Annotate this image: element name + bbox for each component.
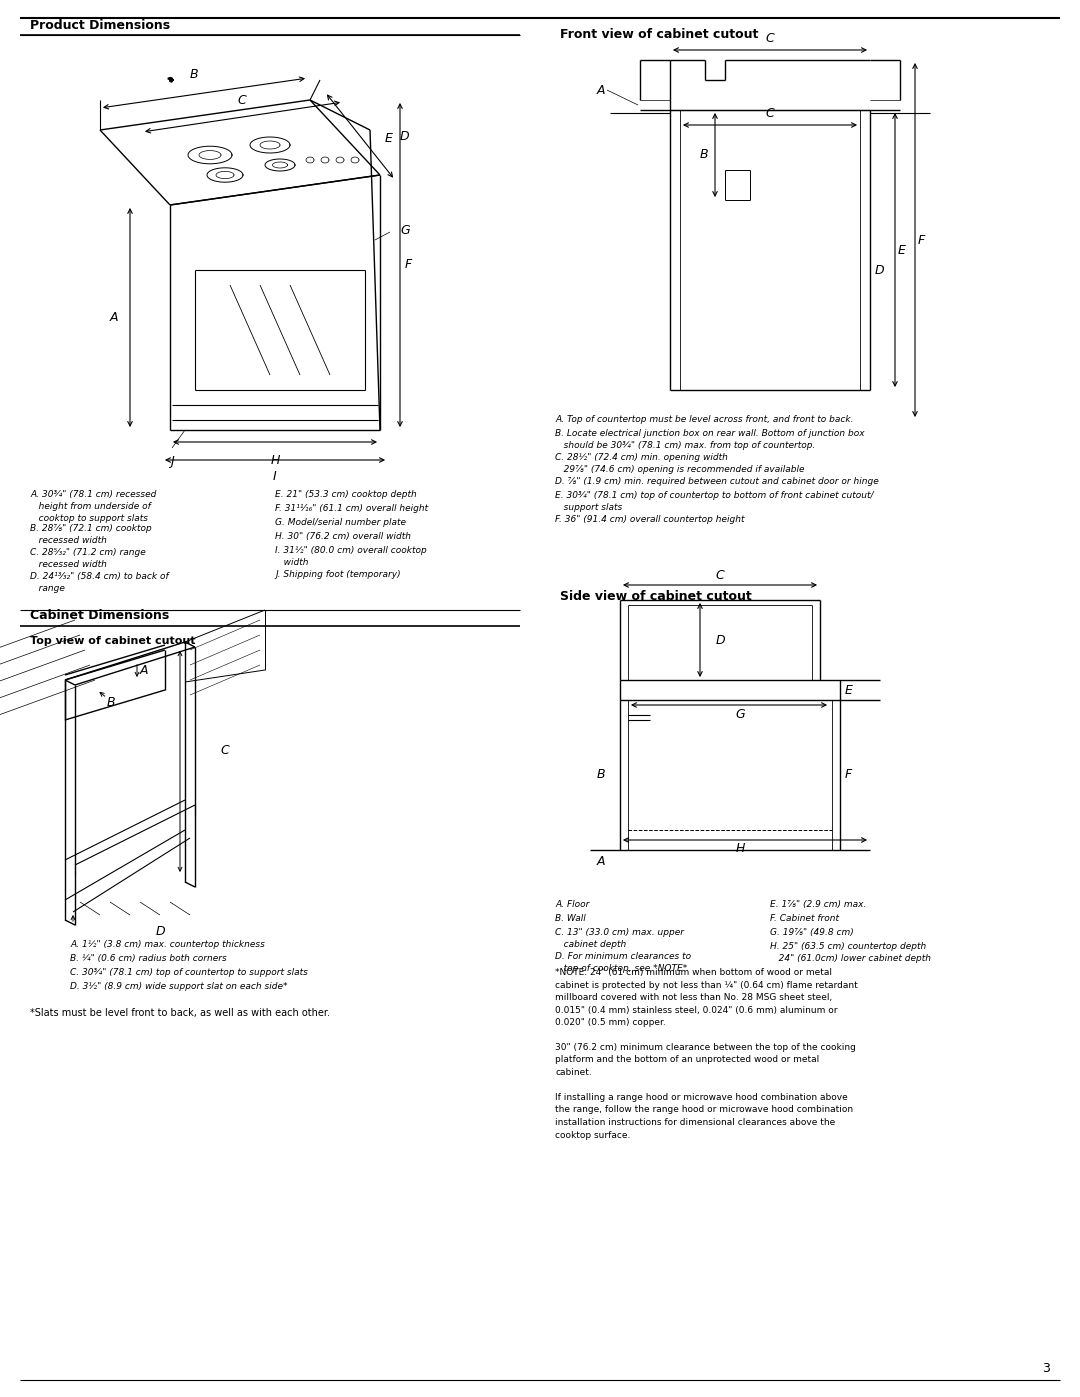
Text: *NOTE: 24" (61 cm) minimum when bottom of wood or metal
cabinet is protected by : *NOTE: 24" (61 cm) minimum when bottom o… <box>555 968 858 1140</box>
Text: Side view of cabinet cutout: Side view of cabinet cutout <box>561 590 752 604</box>
Text: D: D <box>400 130 409 142</box>
Text: B: B <box>107 696 116 708</box>
Text: J. Shipping foot (temporary): J. Shipping foot (temporary) <box>275 570 401 578</box>
Text: A. Floor: A. Floor <box>555 900 590 909</box>
Text: D. ⅞" (1.9 cm) min. required between cutout and cabinet door or hinge: D. ⅞" (1.9 cm) min. required between cut… <box>555 476 879 486</box>
Text: *Slats must be level front to back, as well as with each other.: *Slats must be level front to back, as w… <box>30 1009 330 1018</box>
Text: C. 13" (33.0 cm) max. upper
   cabinet depth: C. 13" (33.0 cm) max. upper cabinet dept… <box>555 928 684 949</box>
Text: F. 31¹¹⁄₁₆" (61.1 cm) overall height: F. 31¹¹⁄₁₆" (61.1 cm) overall height <box>275 504 428 513</box>
Text: Cabinet Dimensions: Cabinet Dimensions <box>30 609 170 622</box>
Text: E. 30¾" (78.1 cm) top of countertop to bottom of front cabinet cutout/
   suppor: E. 30¾" (78.1 cm) top of countertop to b… <box>555 490 874 511</box>
Text: A: A <box>109 312 118 324</box>
Text: A. 1½" (3.8 cm) max. countertop thickness: A. 1½" (3.8 cm) max. countertop thicknes… <box>70 940 265 949</box>
Text: C: C <box>238 94 246 108</box>
Text: G. Model/serial number plate: G. Model/serial number plate <box>275 518 406 527</box>
Text: B. Locate electrical junction box on rear wall. Bottom of junction box
   should: B. Locate electrical junction box on rea… <box>555 429 865 450</box>
Text: A: A <box>596 855 605 868</box>
Text: D: D <box>156 925 165 937</box>
Text: E. 1⅞" (2.9 cm) max.: E. 1⅞" (2.9 cm) max. <box>770 900 866 909</box>
Text: E. 21" (53.3 cm) cooktop depth: E. 21" (53.3 cm) cooktop depth <box>275 490 417 499</box>
Text: Product Dimensions: Product Dimensions <box>30 20 171 32</box>
Text: D: D <box>715 633 725 647</box>
Text: B: B <box>596 768 605 781</box>
Text: H: H <box>270 454 280 467</box>
Text: G: G <box>400 224 409 236</box>
Text: A: A <box>140 664 149 676</box>
Text: A. Top of countertop must be level across front, and front to back.: A. Top of countertop must be level acros… <box>555 415 853 425</box>
Text: J: J <box>171 455 174 468</box>
Text: E: E <box>384 131 393 144</box>
Text: A. 30¾" (78.1 cm) recessed
   height from underside of
   cooktop to support sla: A. 30¾" (78.1 cm) recessed height from u… <box>30 490 157 522</box>
Text: C: C <box>766 32 774 45</box>
Text: C: C <box>220 743 229 757</box>
Text: I: I <box>273 469 276 483</box>
Text: D. 24¹³⁄₃₂" (58.4 cm) to back of
   range: D. 24¹³⁄₃₂" (58.4 cm) to back of range <box>30 571 168 592</box>
Text: B. 28⅞" (72.1 cm) cooktop
   recessed width: B. 28⅞" (72.1 cm) cooktop recessed width <box>30 524 152 545</box>
Text: D. 3½" (8.9 cm) wide support slat on each side*: D. 3½" (8.9 cm) wide support slat on eac… <box>70 982 287 990</box>
Text: F. Cabinet front: F. Cabinet front <box>770 914 839 923</box>
Text: C: C <box>716 569 725 583</box>
Text: D: D <box>875 264 885 277</box>
Text: 3: 3 <box>1042 1362 1050 1375</box>
Text: Top view of cabinet cutout: Top view of cabinet cutout <box>30 636 195 645</box>
Text: C. 30¾" (78.1 cm) top of countertop to support slats: C. 30¾" (78.1 cm) top of countertop to s… <box>70 968 308 977</box>
Text: B: B <box>700 148 708 162</box>
Text: H: H <box>735 842 745 855</box>
Text: F: F <box>405 258 413 271</box>
Text: A: A <box>596 84 605 96</box>
Text: F: F <box>845 768 852 781</box>
Text: E: E <box>845 683 853 697</box>
Text: E: E <box>897 243 906 257</box>
Text: Front view of cabinet cutout: Front view of cabinet cutout <box>561 28 758 41</box>
Text: I. 31½" (80.0 cm) overall cooktop
   width: I. 31½" (80.0 cm) overall cooktop width <box>275 546 427 567</box>
Text: C: C <box>766 108 774 120</box>
Text: H. 30" (76.2 cm) overall width: H. 30" (76.2 cm) overall width <box>275 532 411 541</box>
Text: B. ¼" (0.6 cm) radius both corners: B. ¼" (0.6 cm) radius both corners <box>70 954 227 963</box>
Text: H. 25" (63.5 cm) countertop depth
   24" (61.0cm) lower cabinet depth: H. 25" (63.5 cm) countertop depth 24" (6… <box>770 942 931 963</box>
Text: C. 28⁵⁄₃₂" (71.2 cm) range
   recessed width: C. 28⁵⁄₃₂" (71.2 cm) range recessed widt… <box>30 548 146 569</box>
Text: C. 28½" (72.4 cm) min. opening width
   29⅞" (74.6 cm) opening is recommended if: C. 28½" (72.4 cm) min. opening width 29⅞… <box>555 453 805 474</box>
Text: G. 19⅞" (49.8 cm): G. 19⅞" (49.8 cm) <box>770 928 854 937</box>
Text: F: F <box>918 233 926 246</box>
Text: G: G <box>735 708 745 721</box>
Text: B: B <box>190 68 199 81</box>
Text: D. For minimum clearances to
   top of cooktop, see *NOTE*: D. For minimum clearances to top of cook… <box>555 951 691 972</box>
Text: F. 36" (91.4 cm) overall countertop height: F. 36" (91.4 cm) overall countertop heig… <box>555 515 744 524</box>
Text: B. Wall: B. Wall <box>555 914 585 923</box>
